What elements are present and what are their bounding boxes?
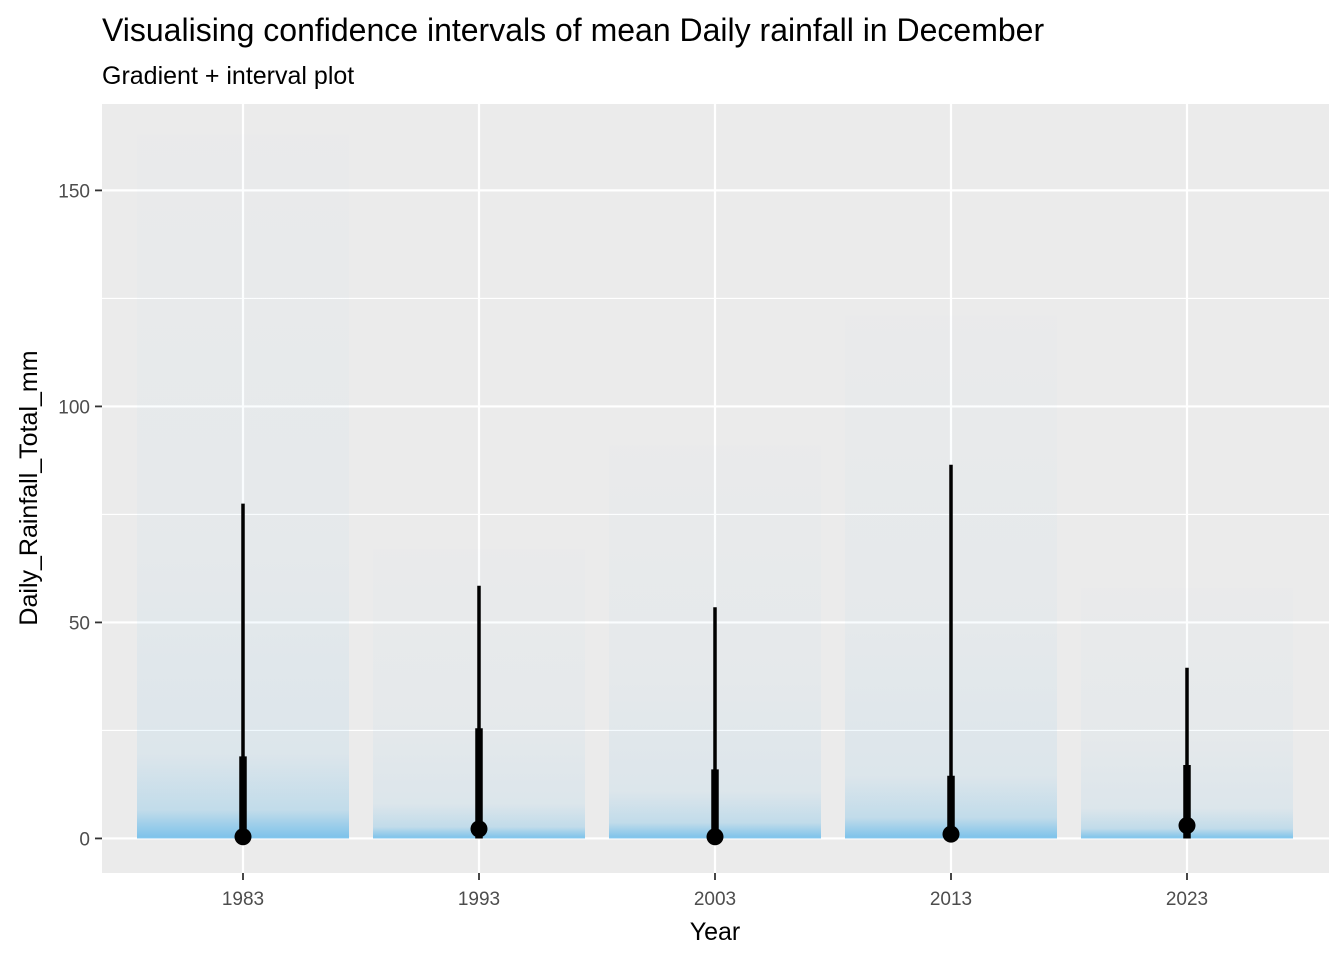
y-tick-label: 100	[58, 397, 90, 418]
x-axis: 1983 1993 2003 2013 2023	[222, 873, 1208, 910]
y-tick-label: 150	[58, 181, 90, 202]
x-tick-label: 1983	[222, 889, 264, 910]
y-tick-label: 50	[69, 613, 90, 634]
y-axis: 0 50 100 150	[58, 181, 102, 850]
y-tick-label: 0	[79, 829, 90, 850]
x-tick-label: 1993	[458, 889, 500, 910]
point-estimate-2003	[706, 828, 724, 846]
x-tick-label: 2003	[694, 889, 736, 910]
x-tick-label: 2023	[1166, 889, 1208, 910]
point-estimate-2023	[1178, 816, 1196, 834]
point-estimate-1983	[234, 828, 252, 846]
chart-title: Visualising confidence intervals of mean…	[102, 12, 1044, 48]
y-axis-title: Daily_Rainfall_Total_mm	[15, 350, 43, 625]
point-estimate-1993	[470, 820, 488, 838]
x-axis-title: Year	[690, 918, 741, 946]
x-tick-label: 2013	[930, 889, 972, 910]
chart-subtitle: Gradient + interval plot	[102, 62, 354, 90]
point-estimate-2013	[942, 825, 960, 843]
interval-layer	[234, 464, 1196, 846]
